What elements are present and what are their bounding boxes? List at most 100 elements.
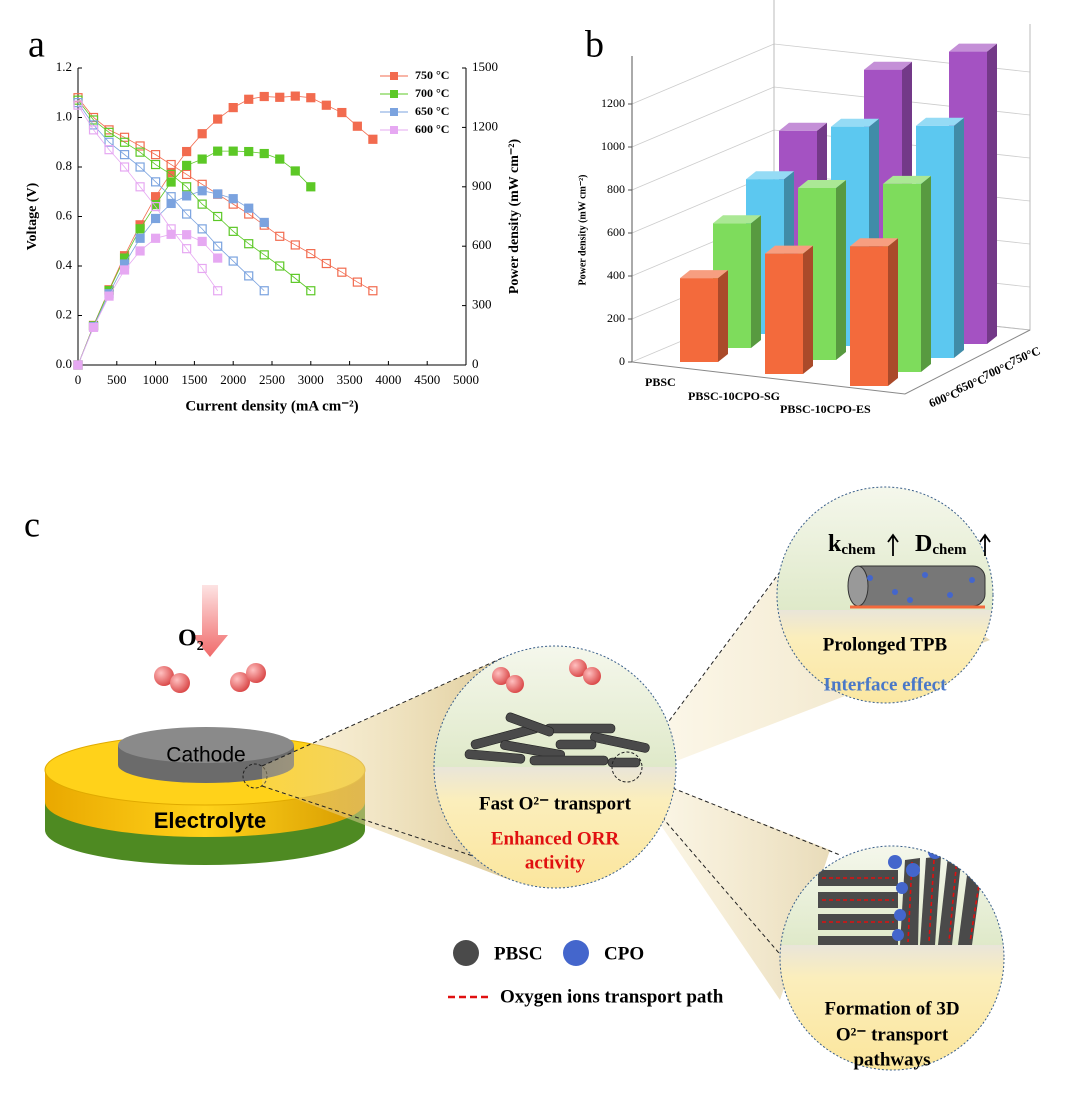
y-tick-label: 1200 bbox=[601, 96, 625, 110]
power-marker bbox=[259, 148, 269, 159]
power-marker bbox=[275, 92, 285, 102]
k-label: kchem bbox=[828, 531, 876, 559]
voltage-marker bbox=[228, 256, 238, 266]
y2-tick-label: 1500 bbox=[472, 59, 498, 74]
voltage-marker bbox=[88, 125, 99, 135]
x-tick-label: PBSC-10CPO-SG bbox=[688, 389, 780, 403]
voltage-marker bbox=[119, 132, 130, 142]
voltage-marker bbox=[321, 258, 331, 269]
x-tick-label: 4500 bbox=[414, 372, 440, 387]
voltage-marker bbox=[104, 145, 114, 155]
depth-label: 750°C bbox=[1008, 344, 1042, 369]
voltage-marker bbox=[368, 286, 378, 296]
voltage-marker bbox=[213, 286, 223, 296]
power-marker bbox=[290, 166, 300, 176]
power-marker bbox=[213, 253, 223, 263]
voltage-marker bbox=[275, 261, 285, 271]
legend-marker bbox=[390, 90, 398, 98]
power-marker bbox=[182, 160, 192, 171]
x-tick-label: 2000 bbox=[220, 372, 246, 387]
bar-top bbox=[916, 117, 964, 126]
diagram-legend: PBSC CPO Oxygen ions transport path bbox=[448, 940, 724, 1007]
voltage-marker bbox=[119, 162, 130, 172]
voltage-line bbox=[77, 102, 265, 292]
x-tick-label: PBSC bbox=[645, 375, 676, 389]
bar bbox=[850, 238, 898, 386]
bar-top bbox=[680, 270, 728, 279]
bulk-zoom bbox=[434, 646, 676, 888]
power-marker bbox=[182, 191, 192, 201]
y-tick-label: 600 bbox=[607, 225, 625, 239]
voltage-marker bbox=[244, 239, 254, 249]
d-sub: chem bbox=[932, 542, 967, 558]
voltage-marker bbox=[290, 273, 300, 283]
bulk-text: Fast O²⁻ transport bbox=[479, 793, 632, 814]
chart-a: a0 500 1000 1500 2000 2500 3000 3500 4000 4500 500… bbox=[25, 24, 522, 415]
zoom-line bbox=[261, 657, 503, 767]
legend-text: PBSC bbox=[494, 943, 543, 964]
voltage-marker bbox=[135, 162, 145, 172]
legend-text: 600 °C bbox=[415, 122, 449, 136]
x-tick-label: 0 bbox=[75, 372, 82, 387]
power-marker bbox=[244, 146, 254, 157]
bar-front bbox=[680, 278, 718, 362]
voltage-marker bbox=[259, 250, 269, 260]
voltage-marker bbox=[290, 240, 300, 250]
bar-side bbox=[836, 180, 846, 360]
bar-top bbox=[798, 180, 846, 188]
panel-label: c bbox=[24, 504, 40, 544]
power-marker bbox=[197, 129, 207, 139]
power-marker bbox=[151, 213, 161, 224]
zoom-marker bbox=[611, 751, 643, 783]
legend-text: 650 °C bbox=[415, 104, 449, 118]
legend-marker bbox=[390, 108, 398, 116]
bar-side bbox=[921, 175, 931, 372]
y-axis-title: Voltage (V) bbox=[25, 182, 40, 250]
x-tick-label: 500 bbox=[107, 372, 127, 387]
voltage-marker bbox=[182, 244, 192, 254]
bar-side bbox=[888, 238, 898, 386]
bar-top bbox=[883, 175, 931, 184]
voltage-marker bbox=[213, 211, 223, 222]
legend-text: 750 °C bbox=[415, 68, 449, 82]
power-marker bbox=[228, 194, 238, 204]
legend-marker bbox=[390, 72, 398, 80]
voltage-line bbox=[77, 104, 219, 291]
bar bbox=[680, 270, 728, 362]
legend-marker bbox=[390, 126, 398, 134]
k-sub: chem bbox=[841, 542, 876, 558]
y-tick-label: 800 bbox=[607, 182, 625, 196]
y-tick-label: 0.6 bbox=[56, 207, 73, 222]
bar-side bbox=[751, 215, 761, 348]
y-tick-label: 0.8 bbox=[56, 158, 72, 173]
x-tick-label: 2500 bbox=[259, 372, 285, 387]
k-main: k bbox=[828, 531, 842, 557]
zoom-circle bbox=[433, 645, 677, 889]
power-marker bbox=[259, 91, 269, 102]
power-marker bbox=[290, 91, 300, 101]
bar-top bbox=[746, 171, 794, 180]
power-marker bbox=[135, 224, 145, 234]
power-marker bbox=[119, 265, 130, 275]
voltage-marker bbox=[119, 150, 130, 160]
y-axis-title: Power density (mW cm⁻²) bbox=[577, 175, 588, 286]
voltage-marker bbox=[88, 115, 99, 125]
y-tick-label: 0.2 bbox=[56, 306, 72, 321]
x-tick-label: 5000 bbox=[453, 372, 479, 387]
power-marker bbox=[88, 322, 99, 332]
power-marker bbox=[151, 233, 161, 243]
voltage-marker bbox=[275, 231, 285, 241]
floor-edge bbox=[631, 329, 1031, 395]
power-marker bbox=[151, 192, 161, 202]
diagram: c O₂ Cathode Electrolyte Fast O²⁻ tra bbox=[24, 486, 1005, 1071]
power-marker bbox=[104, 291, 114, 301]
voltage-marker bbox=[182, 182, 192, 192]
o2-arrow bbox=[192, 585, 228, 657]
bar-top bbox=[713, 215, 761, 224]
voltage-marker bbox=[197, 199, 207, 209]
power-marker bbox=[337, 107, 347, 118]
y2-axis-title: Power density (mW cm⁻²) bbox=[507, 139, 522, 295]
power-marker bbox=[213, 189, 223, 199]
power-line bbox=[77, 233, 218, 366]
d-label: Dchem bbox=[915, 531, 967, 559]
